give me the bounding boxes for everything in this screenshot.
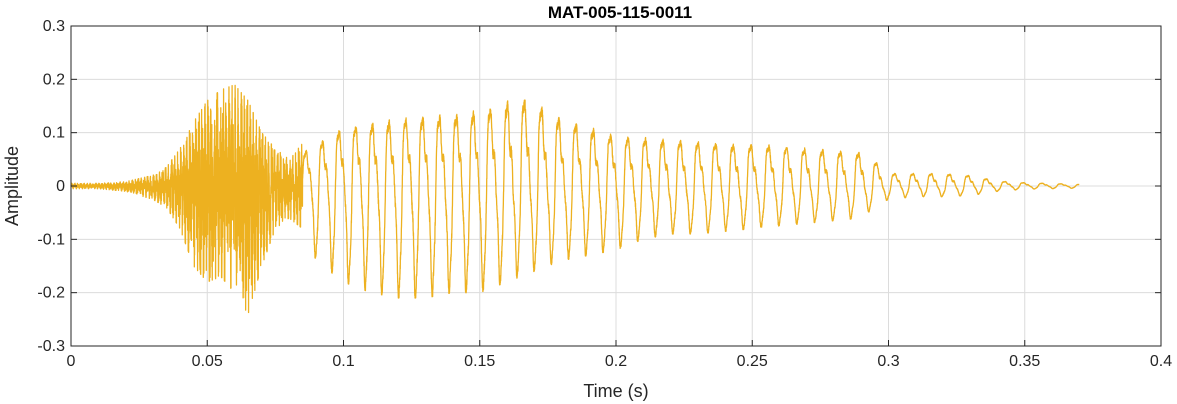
y-tick-label: 0.2 [43,71,65,88]
x-tick-label: 0 [67,353,76,370]
x-tick-label: 0.35 [1009,353,1040,370]
chart-title: MAT-005-115-0011 [548,3,692,22]
y-axis-tick-labels: -0.3 -0.2 -0.1 0 0.1 0.2 0.3 [37,18,65,355]
x-tick-label: 0.3 [877,353,899,370]
x-tick-label: 0.2 [605,353,627,370]
y-tick-label: 0 [56,178,65,195]
y-tick-label: -0.2 [37,285,65,302]
axis-ticks [70,25,1162,347]
series-line-amplitude [70,84,1080,314]
y-axis-label: Amplitude [2,146,22,226]
x-tick-label: 0.05 [192,353,223,370]
x-tick-label: 0.1 [332,353,354,370]
y-tick-label: 0.1 [43,125,65,142]
x-axis-label: Time (s) [583,381,648,401]
y-tick-label: -0.3 [37,338,65,355]
x-tick-label: 0.15 [464,353,495,370]
x-tick-label: 0.4 [1150,353,1172,370]
y-tick-label: -0.1 [37,231,65,248]
x-tick-label: 0.25 [737,353,768,370]
x-axis-tick-labels: 0 0.05 0.1 0.15 0.2 0.25 0.3 0.35 0.4 [67,353,1173,370]
y-tick-label: 0.3 [43,18,65,35]
